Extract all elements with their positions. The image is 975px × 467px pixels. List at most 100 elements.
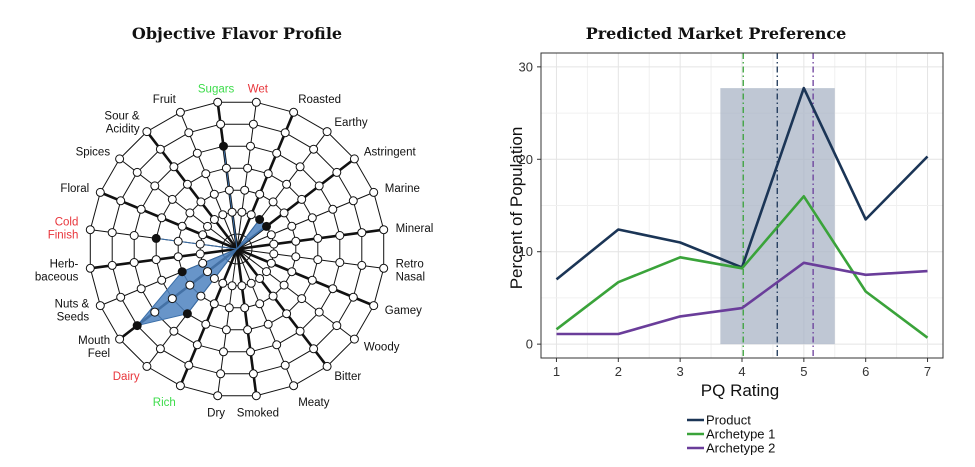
radar-scale-node xyxy=(150,181,160,191)
x-tick-label: 7 xyxy=(924,364,931,379)
radar-scale-node xyxy=(248,369,258,379)
radar-attribute-label: Earthy xyxy=(334,117,367,129)
radar-scale-node xyxy=(272,340,282,350)
radar-value-marker xyxy=(182,309,192,319)
radar-scale-node xyxy=(291,252,301,262)
radar-scale-node xyxy=(335,258,345,267)
radar-attribute-label: baceous xyxy=(35,271,79,283)
radar-attribute-label: Mouth xyxy=(78,335,110,347)
y-tick-label: 30 xyxy=(519,59,533,74)
radar-scale-node xyxy=(216,369,226,379)
radar-scale-node xyxy=(297,294,307,304)
radar-scale-node xyxy=(196,291,206,301)
radar-attribute-label: Floral xyxy=(60,183,89,195)
radar-attribute-label: Woody xyxy=(364,341,400,353)
radar-scale-node xyxy=(173,236,183,246)
radar-scale-node xyxy=(157,213,167,223)
radar-scale-node xyxy=(167,194,177,204)
radar-value-marker xyxy=(177,267,187,277)
radar-scale-node xyxy=(195,239,205,249)
radar-scale-node xyxy=(287,221,297,231)
radar-scale-node xyxy=(157,275,167,285)
x-tick-label: 4 xyxy=(738,364,745,379)
radar-scale-node xyxy=(142,361,152,371)
radar-scale-node xyxy=(314,181,324,191)
radar-attribute-label: Sour & xyxy=(104,111,139,123)
radar-scale-node xyxy=(263,319,273,329)
radar-scale-node xyxy=(237,281,247,291)
radar-attribute-label: Gamey xyxy=(385,305,422,317)
radar-scale-node xyxy=(246,141,255,151)
radar-value-marker xyxy=(219,141,228,151)
radar-scale-node xyxy=(314,307,324,317)
radar-scale-node xyxy=(227,207,237,217)
radar-scale-node xyxy=(177,221,187,231)
radar-scale-node xyxy=(115,334,125,344)
radar-scale-node xyxy=(192,148,202,158)
radar-attribute-label: Marine xyxy=(385,183,420,195)
radar-scale-node xyxy=(219,347,228,357)
x-tick-label: 6 xyxy=(862,364,869,379)
radar-scale-node xyxy=(85,225,95,235)
radar-value-marker xyxy=(262,221,271,231)
radar-scale-node xyxy=(269,239,279,249)
radar-chart: Objective Flavor Profile Wet Roasted Earth… xyxy=(35,24,433,420)
radar-scale-node xyxy=(240,303,250,313)
radar-scale-node xyxy=(263,169,273,179)
radar-scale-node xyxy=(243,163,253,173)
radar-scale-node xyxy=(155,344,165,354)
series-lines xyxy=(555,86,929,339)
radar-attribute-labels: Wet Roasted Earthy Astringent Marine Mineral R… xyxy=(35,83,433,419)
radar-scale-node xyxy=(295,326,305,336)
y-axis-label: Percent of Population xyxy=(507,127,526,290)
radar-scale-node xyxy=(332,321,342,331)
radar-scale-node xyxy=(369,187,379,197)
radar-scale-node xyxy=(129,231,139,240)
radar-scale-node xyxy=(255,274,265,283)
radar-attribute-label: Mineral xyxy=(396,223,434,235)
radar-scale-node xyxy=(175,381,185,391)
radar-scale-node xyxy=(379,263,389,273)
radar-attribute-label: Nasal xyxy=(396,271,425,283)
radar-scale-node xyxy=(287,267,297,277)
radar-scale-node xyxy=(246,347,255,357)
legend-label: Archetype 2 xyxy=(706,441,775,456)
radar-scale-node xyxy=(173,252,183,262)
radar-scale-node xyxy=(203,221,212,231)
radar-scale-node xyxy=(272,148,282,158)
mean-rating-lines xyxy=(742,53,814,358)
radar-scale-node xyxy=(255,189,265,199)
radar-scale-node xyxy=(95,187,105,197)
legend-label: Product xyxy=(706,413,751,428)
radar-scale-node xyxy=(198,230,208,240)
radar-scale-node xyxy=(248,119,258,129)
radar-scale-node xyxy=(280,360,290,370)
radar-scale-node xyxy=(155,144,165,154)
radar-scale-node xyxy=(348,196,358,206)
radar-scale-node xyxy=(348,292,358,302)
radar-scale-node xyxy=(136,284,146,294)
radar-scale-node xyxy=(309,144,319,154)
radar-scale-node xyxy=(129,258,139,267)
radar-scale-node xyxy=(289,107,299,117)
radar-scale-node xyxy=(282,179,292,189)
radar-scale-node xyxy=(192,340,202,350)
radar-scale-node xyxy=(237,207,247,217)
radar-scale-node xyxy=(136,204,146,214)
x-tick-label: 1 xyxy=(553,364,560,379)
radar-scale-node xyxy=(175,107,185,117)
radar-scale-node xyxy=(227,281,237,291)
radar-scale-node xyxy=(185,208,195,218)
radar-scale-node xyxy=(213,391,223,401)
radar-scale-node xyxy=(297,194,307,204)
radar-scale-node xyxy=(251,97,261,107)
radar-attribute-label: Sugars xyxy=(198,83,235,95)
radar-scale-node xyxy=(251,391,261,401)
radar-attribute-label: Dairy xyxy=(113,371,140,383)
radar-attribute-label: Roasted xyxy=(298,94,341,106)
radar-scale-node xyxy=(150,307,160,317)
radar-scale-node xyxy=(224,303,234,313)
x-axis-label: PQ Rating xyxy=(701,381,779,400)
radar-scale-node xyxy=(85,263,95,273)
